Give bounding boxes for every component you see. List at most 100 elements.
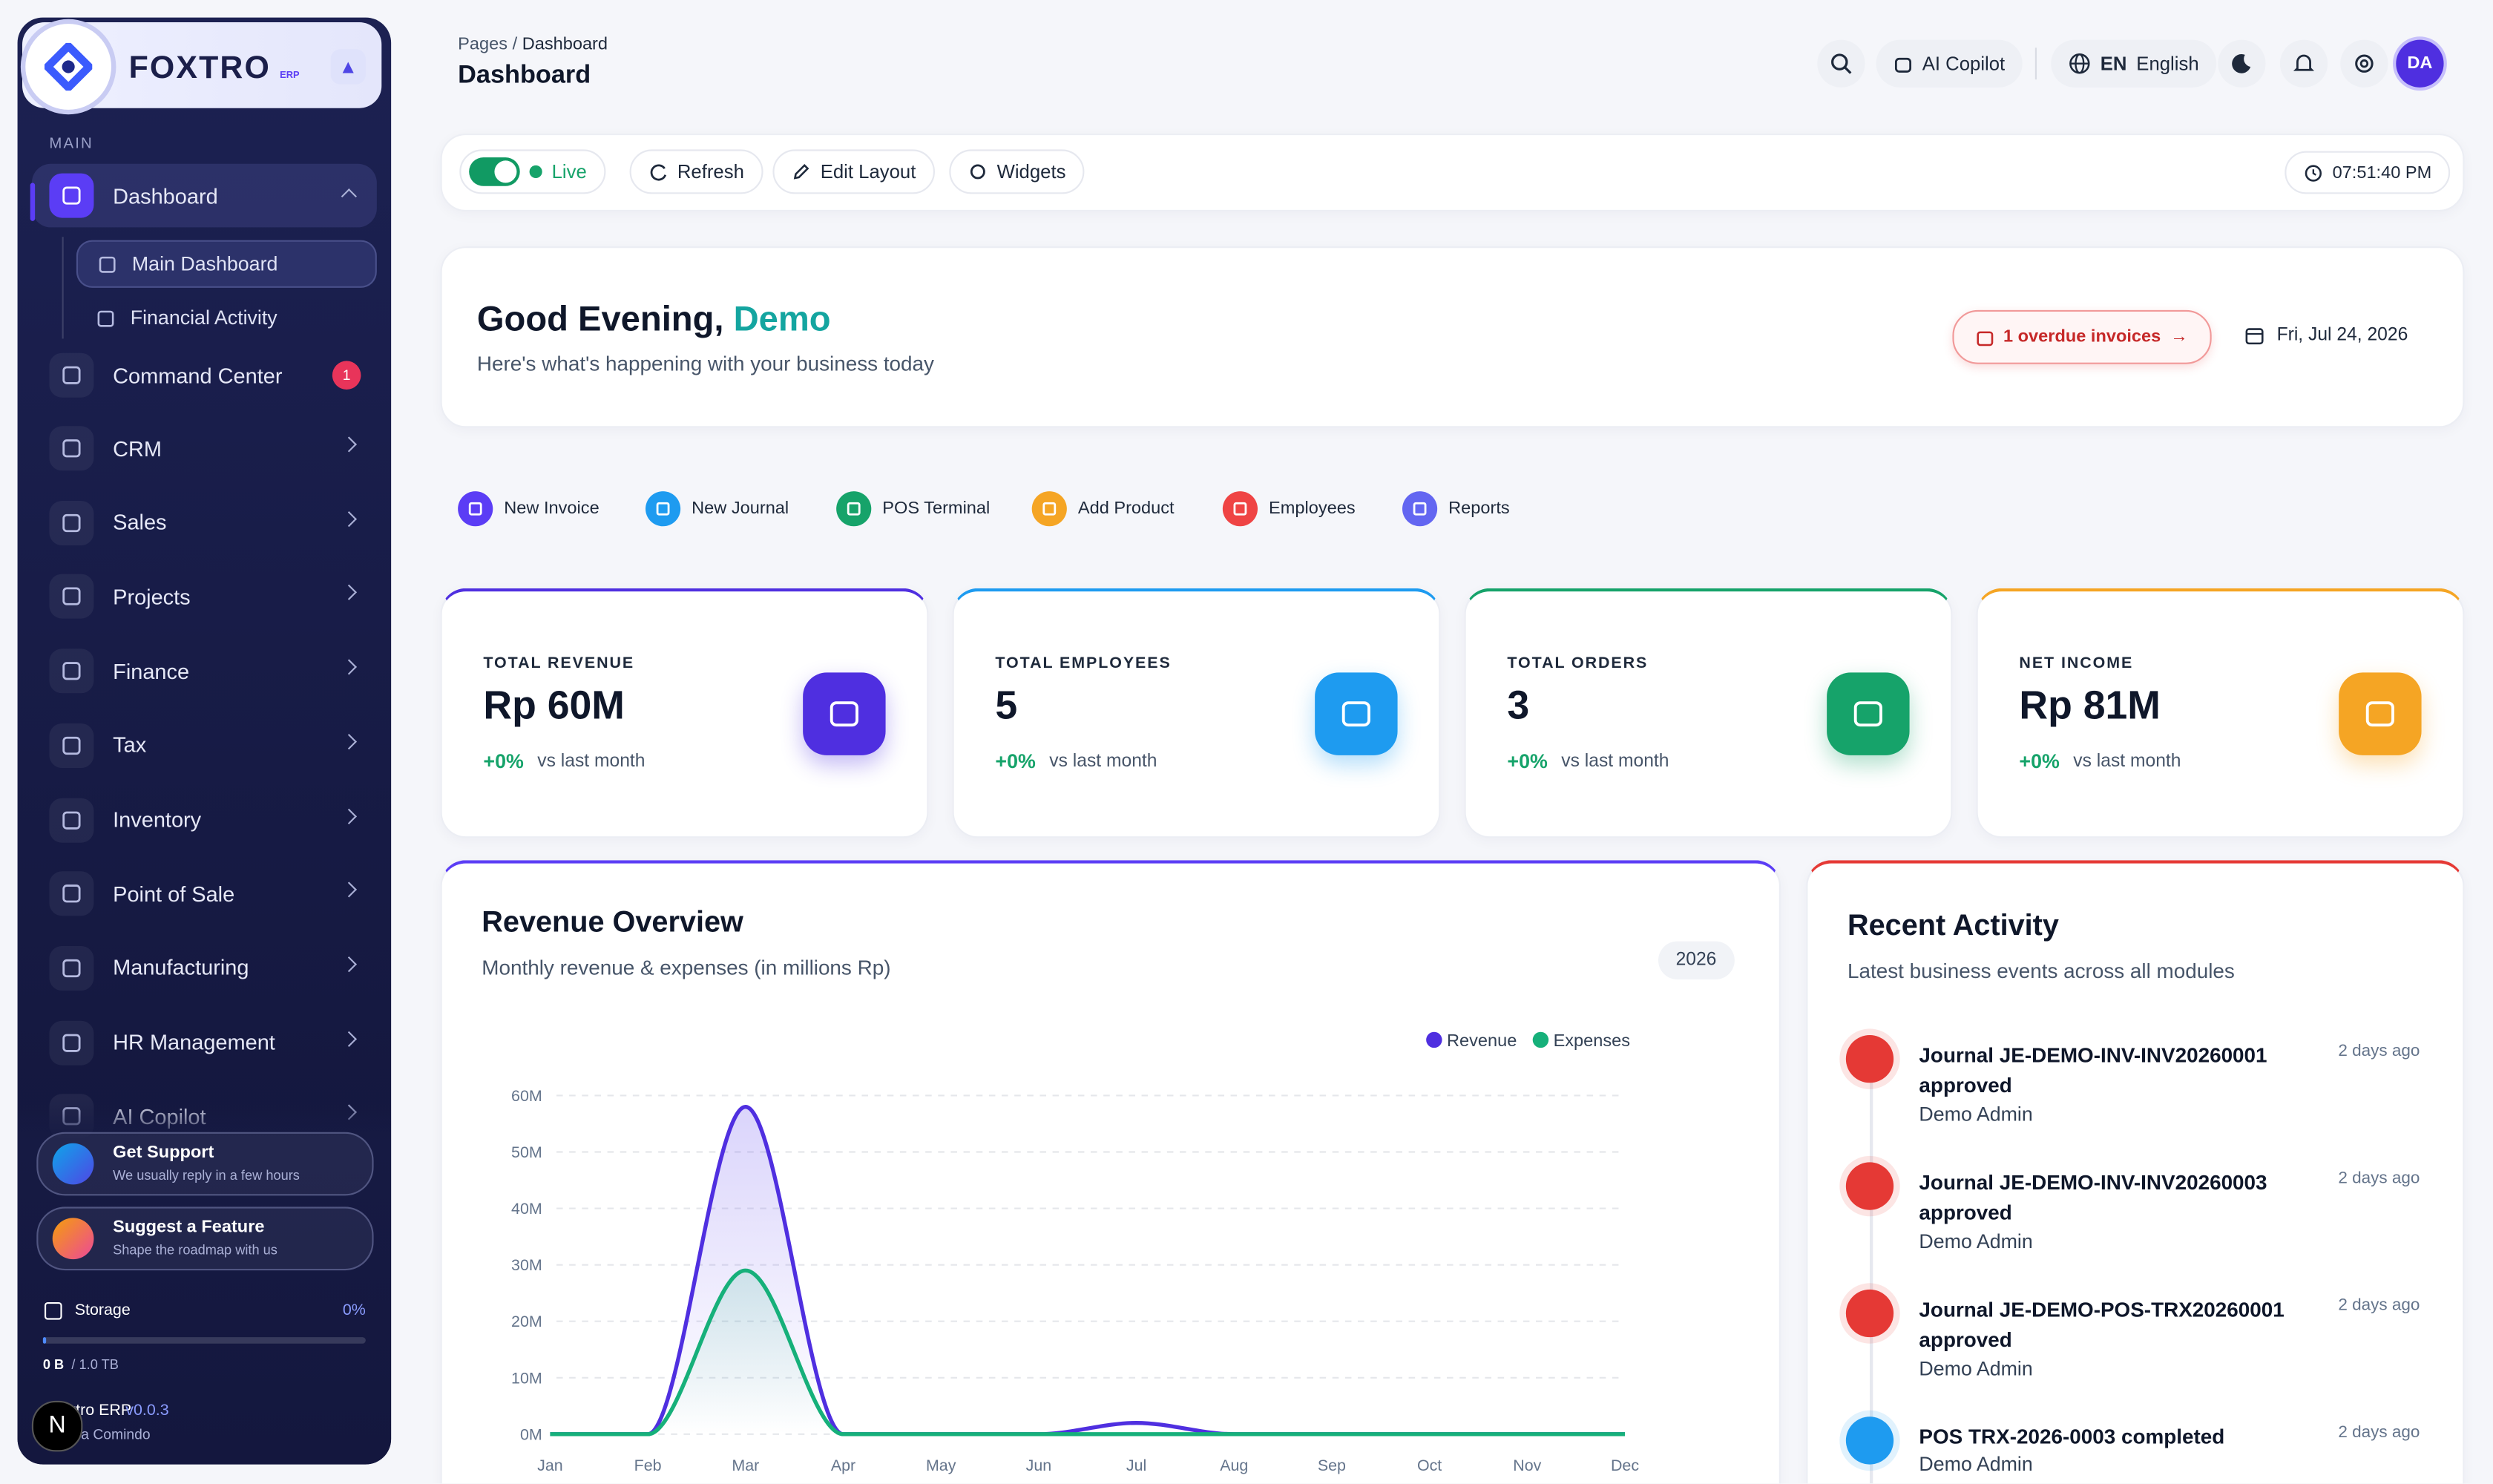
pin-button[interactable]: ▲ bbox=[330, 49, 366, 85]
quick-action[interactable]: New Journal bbox=[646, 488, 789, 530]
kpi-change: +0% bbox=[1507, 750, 1548, 773]
nav-item[interactable]: Projects bbox=[32, 565, 377, 629]
quick-action-icon bbox=[1031, 491, 1067, 527]
nav-item[interactable]: Manufacturing bbox=[32, 936, 377, 1000]
refresh-button[interactable]: Refresh bbox=[629, 149, 763, 194]
nav-item[interactable]: Dashboard bbox=[31, 163, 377, 228]
area bbox=[550, 1106, 1626, 1434]
dev-badge[interactable]: N bbox=[31, 1400, 83, 1452]
user-avatar[interactable]: DA bbox=[2396, 39, 2444, 88]
storage-percent: 0% bbox=[342, 1302, 366, 1320]
subnav-line bbox=[62, 237, 64, 339]
quick-action-label: POS Terminal bbox=[882, 499, 991, 519]
clock-time: 07:51:40 PM bbox=[2332, 162, 2432, 183]
quick-action[interactable]: Add Product bbox=[1031, 488, 1175, 530]
live-label: Live bbox=[551, 160, 587, 183]
kpi-label: TOTAL REVENUE bbox=[483, 654, 635, 673]
quick-action[interactable]: New Invoice bbox=[458, 488, 600, 530]
nav-item[interactable]: Finance bbox=[32, 640, 377, 703]
activity-time: 2 days ago bbox=[2338, 1422, 2420, 1442]
brand-sub: ERP bbox=[280, 71, 300, 82]
widgets-button[interactable]: Widgets bbox=[949, 149, 1085, 194]
settings-button[interactable] bbox=[2340, 39, 2388, 88]
kpi-note: vs last month bbox=[537, 752, 646, 772]
clock: 07:51:40 PM bbox=[2285, 151, 2451, 194]
live-toggle[interactable]: Live bbox=[459, 149, 606, 194]
y-tick-label: 0M bbox=[520, 1425, 542, 1443]
storage-total: / 1.0 TB bbox=[71, 1356, 119, 1373]
x-tick-label: Feb bbox=[634, 1457, 662, 1474]
greeting-title: Good Evening, Demo bbox=[477, 299, 831, 341]
kpi-change: +0% bbox=[995, 750, 1036, 773]
line bbox=[550, 1268, 1625, 1437]
support-title: Get Support bbox=[113, 1143, 214, 1163]
quick-action[interactable]: Employees bbox=[1222, 488, 1356, 530]
nav-item[interactable]: Sales bbox=[32, 490, 377, 554]
activity-title[interactable]: POS TRX-2026-0003 completed bbox=[1919, 1425, 2225, 1449]
kpi-label: NET INCOME bbox=[2019, 654, 2134, 673]
support-card[interactable]: Suggest a Feature Shape the roadmap with … bbox=[36, 1206, 374, 1271]
breadcrumb: Pages / Dashboard bbox=[458, 35, 608, 54]
y-tick-label: 50M bbox=[511, 1143, 542, 1161]
year-badge[interactable]: 2026 bbox=[1658, 941, 1734, 979]
x-tick-label: Jul bbox=[1126, 1457, 1146, 1474]
activity-user: Demo Admin bbox=[1919, 1230, 2033, 1253]
activity-card: Recent Activity Latest business events a… bbox=[1806, 860, 2465, 1484]
date: Fri, Jul 24, 2026 bbox=[2245, 326, 2408, 345]
support-card[interactable]: Get Support We usually reply in a few hou… bbox=[36, 1132, 374, 1196]
y-tick-label: 40M bbox=[511, 1200, 542, 1218]
kpi-value: 5 bbox=[995, 683, 1018, 729]
nav-item[interactable]: Command Center 1 bbox=[32, 344, 377, 407]
theme-button[interactable] bbox=[2218, 39, 2266, 88]
activity-title[interactable]: Journal JE-DEMO-INV-INV20260003 approved bbox=[1919, 1170, 2267, 1224]
kpi-note: vs last month bbox=[2073, 752, 2181, 772]
overdue-alert[interactable]: 1 overdue invoices → bbox=[1952, 309, 2212, 364]
nav-item[interactable]: HR Management bbox=[32, 1011, 377, 1074]
notifications-button[interactable] bbox=[2279, 39, 2328, 88]
divider bbox=[2034, 47, 2037, 80]
kpi-note: vs last month bbox=[1561, 752, 1669, 772]
activity-user: Demo Admin bbox=[1919, 1103, 2033, 1126]
quick-action[interactable]: Reports bbox=[1402, 488, 1510, 530]
page-title: Dashboard bbox=[458, 62, 591, 89]
subnav-item[interactable]: Financial Activity bbox=[76, 294, 377, 341]
activity-title[interactable]: Journal JE-DEMO-INV-INV20260001 approved bbox=[1919, 1043, 2267, 1097]
logo bbox=[25, 24, 111, 110]
quick-action-icon bbox=[1402, 491, 1438, 527]
quick-action-label: New Invoice bbox=[504, 499, 600, 519]
copilot-button[interactable]: AI Copilot bbox=[1876, 39, 2023, 88]
section-label: MAIN bbox=[49, 135, 93, 153]
kpi-value: Rp 60M bbox=[483, 683, 625, 729]
edit-layout-button[interactable]: Edit Layout bbox=[772, 149, 936, 194]
nav-label: Manufacturing bbox=[113, 956, 249, 980]
toolbar: Live Refresh Edit Layout Widgets 07:51:4… bbox=[440, 134, 2465, 211]
search-button[interactable] bbox=[1817, 39, 1865, 88]
x-tick-label: Jan bbox=[537, 1457, 563, 1474]
nav-icon bbox=[49, 574, 94, 620]
area bbox=[550, 1270, 1626, 1434]
greeting-text: Good Evening, bbox=[476, 298, 724, 339]
nav-item[interactable]: Tax bbox=[32, 714, 377, 778]
nav-icon bbox=[49, 352, 94, 398]
x-tick-label: Oct bbox=[1417, 1457, 1442, 1474]
support-icon bbox=[52, 1218, 94, 1260]
x-tick-label: Aug bbox=[1220, 1457, 1248, 1474]
storage-track bbox=[42, 1337, 366, 1344]
lang-name: English bbox=[2136, 52, 2199, 75]
nav-item[interactable]: Point of Sale bbox=[32, 862, 377, 926]
nav-label: Point of Sale bbox=[113, 881, 235, 906]
active-marker bbox=[30, 183, 36, 221]
kpi-note: vs last month bbox=[1049, 752, 1157, 772]
chart-subtitle: Monthly revenue & expenses (in millions … bbox=[482, 955, 891, 979]
nav-item[interactable]: Inventory bbox=[32, 788, 377, 852]
nav-item[interactable]: CRM bbox=[32, 416, 377, 480]
crumb[interactable]: Pages bbox=[458, 35, 508, 54]
subnav-item[interactable]: Main Dashboard bbox=[76, 240, 377, 288]
language-button[interactable]: EN English bbox=[2051, 39, 2217, 88]
activity-icon bbox=[1845, 1035, 1894, 1083]
activity-title[interactable]: Journal JE-DEMO-POS-TRX20260001 approved bbox=[1919, 1297, 2285, 1352]
quick-action[interactable]: POS Terminal bbox=[836, 488, 990, 530]
